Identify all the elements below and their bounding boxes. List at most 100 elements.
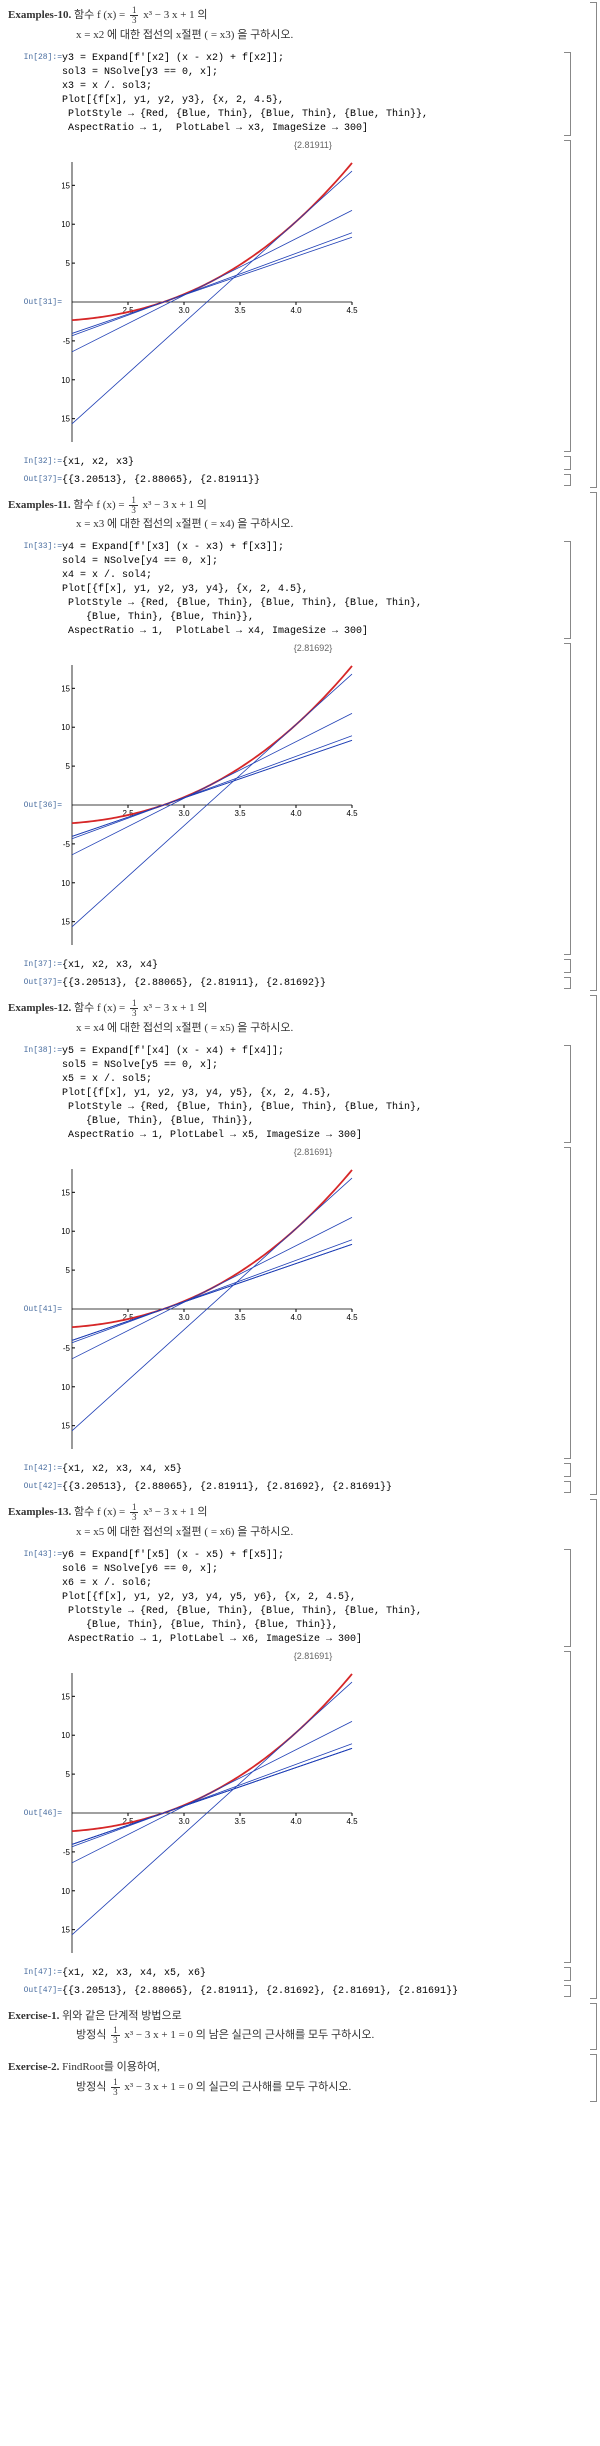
exercise-text2b: x³ − 3 x + 1 = 0 의 남은 실근의 근사해를 모두 구하시오. xyxy=(122,2029,375,2041)
svg-text:-15: -15 xyxy=(62,1925,71,1934)
exercise-text2a: 방정식 xyxy=(76,2081,109,2093)
in-label: In[38]:= xyxy=(16,1045,62,1055)
input-code[interactable]: y3 = Expand[f'[x2] (x - x2) + f[x2]]; so… xyxy=(62,52,428,136)
svg-text:4.0: 4.0 xyxy=(290,306,302,315)
svg-text:-5: -5 xyxy=(63,840,71,849)
exercise-section: Exercise-1. 위와 같은 단계적 방법으로방정식 13 x³ − 3 … xyxy=(0,2001,600,2053)
title-tail: x³ − 3 x + 1 의 xyxy=(140,1002,207,1014)
plot-label: {2.81691} xyxy=(66,1147,560,1157)
svg-text:4.0: 4.0 xyxy=(290,1313,302,1322)
svg-text:3.5: 3.5 xyxy=(234,306,246,315)
plot-label: {2.81911} xyxy=(66,140,560,150)
query-input-cell: In[42]:={x1, x2, x3, x4, x5} xyxy=(8,1461,580,1479)
out-label: Out[47]= xyxy=(16,1985,62,1995)
exercise-text1: 위와 같은 단계적 방법으로 xyxy=(62,2010,182,2022)
query-result: {{3.20513}, {2.88065}, {2.81911}, {2.816… xyxy=(62,1482,392,1493)
example-section: Examples-12. 함수 f (x) = 13 x³ − 3 x + 1 … xyxy=(0,993,600,1497)
input-cell: In[33]:=y4 = Expand[f'[x3] (x - x3) + f[… xyxy=(8,539,580,641)
query-input-cell: In[47]:={x1, x2, x3, x4, x5, x6} xyxy=(8,1965,580,1983)
svg-text:-10: -10 xyxy=(62,1886,71,1895)
svg-text:5: 5 xyxy=(66,259,71,268)
output-cell: {2.81692}Out[36]=2.53.03.54.04.5-15-10-5… xyxy=(8,641,580,957)
svg-text:4.5: 4.5 xyxy=(346,1817,358,1826)
query-result: {{3.20513}, {2.88065}, {2.81911}} xyxy=(62,475,260,486)
title-line2: x = x2 에 대한 접선의 x절편 ( = x3) 을 구하시오. xyxy=(8,29,293,41)
example-section: Examples-11. 함수 f (x) = 13 x³ − 3 x + 1 … xyxy=(0,490,600,994)
title-main: 함수 f (x) = xyxy=(74,1002,128,1014)
title-main: 함수 f (x) = xyxy=(73,499,127,511)
title-line2: x = x5 에 대한 접선의 x절편 ( = x6) 을 구하시오. xyxy=(8,1526,293,1538)
query-output-cell: Out[37]={{3.20513}, {2.88065}, {2.81911}… xyxy=(8,472,580,488)
plot: 2.53.03.54.04.5-15-10-551015 xyxy=(62,1159,362,1459)
input-code[interactable]: y6 = Expand[f'[x5] (x - x5) + f[x5]]; so… xyxy=(62,1549,422,1647)
title-tail: x³ − 3 x + 1 의 xyxy=(140,9,207,21)
svg-text:-15: -15 xyxy=(62,414,71,423)
section-title: Examples-11. 함수 f (x) = 13 x³ − 3 x + 1 … xyxy=(8,492,580,540)
in-label: In[47]:= xyxy=(16,1967,62,1977)
svg-text:3.0: 3.0 xyxy=(178,1313,190,1322)
svg-text:5: 5 xyxy=(66,1770,71,1779)
title-prefix: Examples-11. xyxy=(8,499,71,511)
svg-text:-10: -10 xyxy=(62,375,71,384)
input-cell: In[38]:=y5 = Expand[f'[x4] (x - x4) + f[… xyxy=(8,1043,580,1145)
svg-text:3.0: 3.0 xyxy=(178,809,190,818)
plot-label: {2.81692} xyxy=(66,643,560,653)
out-label: Out[37]= xyxy=(16,474,62,484)
example-section: Examples-10. 함수 f (x) = 13 x³ − 3 x + 1 … xyxy=(0,0,600,490)
in-label: In[43]:= xyxy=(16,1549,62,1559)
svg-text:3.0: 3.0 xyxy=(178,306,190,315)
title-main: 함수 f (x) = xyxy=(74,9,128,21)
exercise-text1: FindRoot를 이용하여, xyxy=(62,2061,160,2073)
svg-text:15: 15 xyxy=(62,1692,71,1701)
query-output-cell: Out[37]={{3.20513}, {2.88065}, {2.81911}… xyxy=(8,975,580,991)
svg-text:-10: -10 xyxy=(62,1383,71,1392)
query-code[interactable]: {x1, x2, x3, x4} xyxy=(62,959,158,973)
svg-text:15: 15 xyxy=(62,181,71,190)
svg-text:4.5: 4.5 xyxy=(346,809,358,818)
input-cell: In[43]:=y6 = Expand[f'[x5] (x - x5) + f[… xyxy=(8,1547,580,1649)
example-section: Examples-13. 함수 f (x) = 13 x³ − 3 x + 1 … xyxy=(0,1497,600,2001)
out-label: Out[31]= xyxy=(16,297,62,307)
svg-text:4.5: 4.5 xyxy=(346,1313,358,1322)
title-tail: x³ − 3 x + 1 의 xyxy=(140,1506,207,1518)
input-code[interactable]: y4 = Expand[f'[x3] (x - x3) + f[x3]]; so… xyxy=(62,541,422,639)
query-code[interactable]: {x1, x2, x3, x4, x5} xyxy=(62,1463,182,1477)
exercise-section: Exercise-2. FindRoot를 이용하여,방정식 13 x³ − 3… xyxy=(0,2052,600,2104)
title-prefix: Examples-13. xyxy=(8,1506,71,1518)
svg-text:10: 10 xyxy=(62,1227,71,1236)
out-label: Out[46]= xyxy=(16,1808,62,1818)
section-title: Examples-10. 함수 f (x) = 13 x³ − 3 x + 1 … xyxy=(8,2,580,50)
title-prefix: Examples-12. xyxy=(8,1002,71,1014)
svg-text:15: 15 xyxy=(62,1188,71,1197)
exercise-prefix: Exercise-2. xyxy=(8,2061,59,2073)
exercise-title: Exercise-2. FindRoot를 이용하여,방정식 13 x³ − 3… xyxy=(8,2054,580,2102)
svg-text:-5: -5 xyxy=(63,337,71,346)
in-label: In[32]:= xyxy=(16,456,62,466)
exercise-text2b: x³ − 3 x + 1 = 0 의 실근의 근사해를 모두 구하시오. xyxy=(122,2081,352,2093)
title-tail: x³ − 3 x + 1 의 xyxy=(140,499,207,511)
title-line2: x = x3 에 대한 접선의 x절편 ( = x4) 을 구하시오. xyxy=(8,518,293,530)
svg-text:-15: -15 xyxy=(62,1422,71,1431)
query-output-cell: Out[42]={{3.20513}, {2.88065}, {2.81911}… xyxy=(8,1479,580,1495)
output-cell: {2.81691}Out[46]=2.53.03.54.04.5-15-10-5… xyxy=(8,1649,580,1965)
query-code[interactable]: {x1, x2, x3} xyxy=(62,456,134,470)
query-input-cell: In[37]:={x1, x2, x3, x4} xyxy=(8,957,580,975)
plot: 2.53.03.54.04.5-15-10-551015 xyxy=(62,655,362,955)
exercise-prefix: Exercise-1. xyxy=(8,2010,59,2022)
svg-text:3.0: 3.0 xyxy=(178,1817,190,1826)
input-code[interactable]: y5 = Expand[f'[x4] (x - x4) + f[x4]]; so… xyxy=(62,1045,422,1143)
svg-text:5: 5 xyxy=(66,1266,71,1275)
section-title: Examples-12. 함수 f (x) = 13 x³ − 3 x + 1 … xyxy=(8,995,580,1043)
svg-text:-5: -5 xyxy=(63,1847,71,1856)
svg-text:-15: -15 xyxy=(62,918,71,927)
in-label: In[42]:= xyxy=(16,1463,62,1473)
query-code[interactable]: {x1, x2, x3, x4, x5, x6} xyxy=(62,1967,206,1981)
query-result: {{3.20513}, {2.88065}, {2.81911}, {2.816… xyxy=(62,978,326,989)
exercise-title: Exercise-1. 위와 같은 단계적 방법으로방정식 13 x³ − 3 … xyxy=(8,2003,580,2051)
output-cell: {2.81691}Out[41]=2.53.03.54.04.5-15-10-5… xyxy=(8,1145,580,1461)
out-label: Out[37]= xyxy=(16,977,62,987)
svg-text:4.5: 4.5 xyxy=(346,306,358,315)
input-cell: In[28]:=y3 = Expand[f'[x2] (x - x2) + f[… xyxy=(8,50,580,138)
exercise-text2a: 방정식 xyxy=(76,2029,109,2041)
section-title: Examples-13. 함수 f (x) = 13 x³ − 3 x + 1 … xyxy=(8,1499,580,1547)
